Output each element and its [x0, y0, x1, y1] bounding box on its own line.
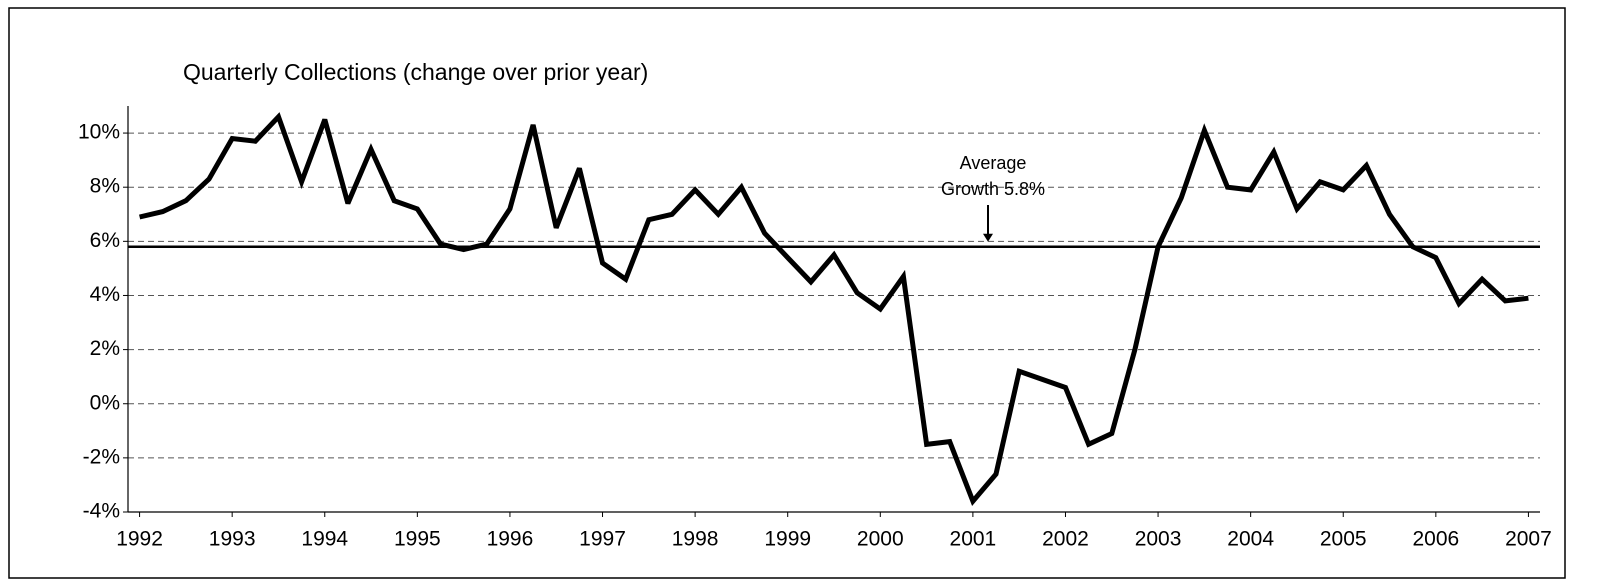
- x-tick-label: 2007: [1505, 528, 1552, 551]
- y-tick-label: 2%: [90, 337, 120, 360]
- x-tick-label: 2002: [1042, 528, 1089, 551]
- y-tick-label: 10%: [78, 121, 120, 144]
- x-tick-label: 2006: [1412, 528, 1459, 551]
- x-tick-label: 1999: [764, 528, 811, 551]
- chart-frame: [8, 7, 1566, 579]
- x-tick-label: 2004: [1227, 528, 1274, 551]
- x-tick-label: 2005: [1320, 528, 1367, 551]
- data-line: [139, 112, 1529, 507]
- y-tick-label: -2%: [83, 445, 120, 468]
- x-tick-label: 1994: [301, 528, 348, 551]
- y-tick-label: 4%: [90, 283, 120, 306]
- x-tick-label: 1996: [487, 528, 534, 551]
- x-tick-label: 1992: [116, 528, 163, 551]
- annotation-arrowhead: [983, 233, 993, 242]
- y-tick-label: -4%: [83, 500, 120, 523]
- x-tick-label: 2000: [857, 528, 904, 551]
- annotation: Growth 5.8%: [941, 179, 1045, 199]
- x-tick-label: 2001: [950, 528, 997, 551]
- x-tick-label: 1997: [579, 528, 626, 551]
- x-tick-label: 1995: [394, 528, 441, 551]
- y-tick-label: 6%: [90, 229, 120, 252]
- x-tick-label: 1998: [672, 528, 719, 551]
- y-tick-label: 0%: [90, 391, 120, 414]
- chart-title: Quarterly Collections (change over prior…: [183, 59, 648, 85]
- y-tick-label: 8%: [90, 175, 120, 198]
- x-tick-label: 1993: [209, 528, 256, 551]
- annotation: Average: [960, 153, 1027, 173]
- x-tick-label: 2003: [1135, 528, 1182, 551]
